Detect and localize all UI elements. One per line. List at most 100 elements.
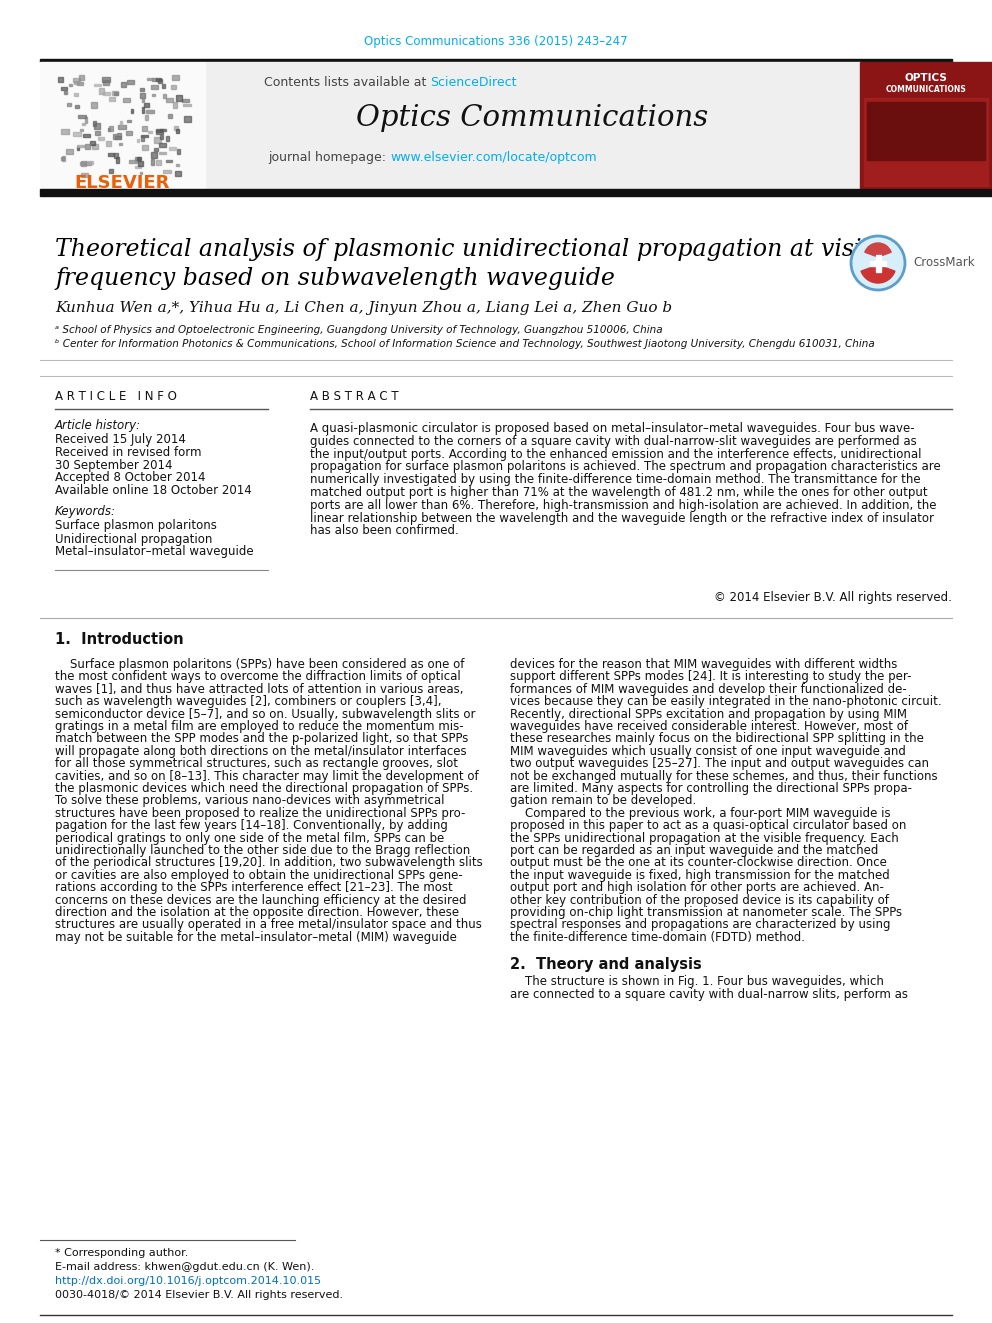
Bar [114, 153, 118, 157]
Text: The structure is shown in Fig. 1. Four bus waveguides, which: The structure is shown in Fig. 1. Four b… [510, 975, 884, 988]
Text: Surface plasmon polaritons (SPPs) have been considered as one of: Surface plasmon polaritons (SPPs) have b… [55, 658, 464, 671]
Text: or cavities are also employed to obtain the unidirectional SPPs gene-: or cavities are also employed to obtain … [55, 869, 462, 882]
Bar [167, 98, 173, 102]
Text: Surface plasmon polaritons: Surface plasmon polaritons [55, 520, 217, 532]
Bar [157, 160, 162, 164]
Bar [173, 75, 180, 81]
Text: spectral responses and propagations are characterized by using: spectral responses and propagations are … [510, 918, 891, 931]
Text: cavities, and so on [8–13]. This character may limit the development of: cavities, and so on [8–13]. This charact… [55, 770, 478, 783]
Text: Received 15 July 2014: Received 15 July 2014 [55, 433, 186, 446]
Text: structures have been proposed to realize the unidirectional SPPs pro-: structures have been proposed to realize… [55, 807, 465, 820]
Bar [864, 98, 988, 187]
Bar [109, 126, 113, 131]
Bar [97, 136, 104, 140]
Bar [40, 62, 205, 191]
Text: Compared to the previous work, a four-port MIM waveguide is: Compared to the previous work, a four-po… [510, 807, 891, 820]
Text: unidirectionally launched to the other side due to the Bragg reflection: unidirectionally launched to the other s… [55, 844, 470, 857]
Bar [81, 160, 86, 165]
Text: Received in revised form: Received in revised form [55, 446, 201, 459]
Text: Kunhua Wen a,*, Yihua Hu a, Li Chen a, Jinyun Zhou a, Liang Lei a, Zhen Guo b: Kunhua Wen a,*, Yihua Hu a, Li Chen a, J… [55, 302, 673, 315]
Text: for all those symmetrical structures, such as rectangle grooves, slot: for all those symmetrical structures, su… [55, 757, 458, 770]
Bar [876, 255, 881, 273]
Text: periodical gratings to only one side of the metal film, SPPs can be: periodical gratings to only one side of … [55, 832, 444, 844]
Text: ports are all lower than 6%. Therefore, high-transmission and high-isolation are: ports are all lower than 6%. Therefore, … [310, 499, 936, 512]
Bar [82, 123, 85, 126]
Bar [74, 81, 78, 85]
Bar [108, 153, 114, 156]
Bar [164, 171, 171, 173]
Bar [870, 261, 886, 266]
Bar [121, 82, 126, 87]
Text: the input/output ports. According to the enhanced emission and the interference : the input/output ports. According to the… [310, 447, 922, 460]
Bar [103, 79, 109, 85]
Bar [148, 131, 152, 134]
Bar [114, 91, 118, 95]
Bar [156, 130, 163, 134]
Bar [137, 157, 141, 160]
Wedge shape [861, 265, 895, 283]
Text: the most confident ways to overcome the diffraction limits of optical: the most confident ways to overcome the … [55, 671, 460, 684]
Bar [113, 134, 116, 139]
Text: Accepted 8 October 2014: Accepted 8 October 2014 [55, 471, 205, 484]
Text: these researches mainly focus on the bidirectional SPP splitting in the: these researches mainly focus on the bid… [510, 733, 924, 745]
Bar [120, 122, 122, 124]
Text: semiconductor device [5–7], and so on. Usually, subwavelength slits or: semiconductor device [5–7], and so on. U… [55, 708, 475, 721]
Bar [112, 91, 118, 95]
Bar [160, 135, 164, 139]
Bar [184, 116, 190, 123]
Bar [145, 115, 149, 120]
Text: the SPPs unidirectional propagation at the visible frequency. Each: the SPPs unidirectional propagation at t… [510, 832, 899, 844]
Text: direction and the isolation at the opposite direction. However, these: direction and the isolation at the oppos… [55, 906, 459, 919]
Bar [78, 75, 83, 79]
Text: ᵃ School of Physics and Optoelectronic Engineering, Guangdong University of Tech: ᵃ School of Physics and Optoelectronic E… [55, 325, 663, 335]
Bar [116, 157, 119, 163]
Bar [160, 130, 167, 131]
Bar [123, 98, 130, 102]
Bar [159, 143, 166, 147]
Bar [77, 82, 82, 86]
Bar [176, 171, 181, 176]
Text: concerns on these devices are the launching efficiency at the desired: concerns on these devices are the launch… [55, 893, 466, 906]
Bar [142, 126, 147, 131]
Text: Keywords:: Keywords: [55, 505, 116, 519]
Bar [74, 105, 79, 108]
Text: vices because they can be easily integrated in the nano-photonic circuit.: vices because they can be easily integra… [510, 695, 941, 708]
Bar [146, 110, 152, 114]
Bar [40, 189, 992, 196]
Text: Optics Communications 336 (2015) 243–247: Optics Communications 336 (2015) 243–247 [364, 36, 628, 49]
Bar [163, 85, 166, 89]
Text: has also been confirmed.: has also been confirmed. [310, 524, 458, 537]
Bar [61, 128, 68, 135]
Text: numerically investigated by using the finite-difference time-domain method. The : numerically investigated by using the fi… [310, 474, 921, 486]
Bar [80, 128, 82, 131]
Bar [126, 131, 132, 135]
Bar [159, 79, 162, 83]
Bar [205, 62, 860, 191]
Bar [157, 130, 162, 132]
Bar [117, 132, 120, 136]
Bar [85, 163, 91, 165]
Bar [163, 94, 167, 98]
Text: rations according to the SPPs interference effect [21–23]. The most: rations according to the SPPs interferen… [55, 881, 452, 894]
Bar [91, 144, 97, 148]
Bar [93, 120, 96, 127]
Text: 2.  Theory and analysis: 2. Theory and analysis [510, 958, 701, 972]
Bar [66, 103, 71, 106]
Bar [142, 135, 148, 138]
Text: A quasi-plasmonic circulator is proposed based on metal–insulator–metal waveguid: A quasi-plasmonic circulator is proposed… [310, 422, 915, 435]
Bar [145, 103, 149, 107]
Bar [166, 160, 172, 163]
Bar [81, 172, 87, 177]
Bar [167, 136, 170, 140]
Text: http://dx.doi.org/10.1016/j.optcom.2014.10.015: http://dx.doi.org/10.1016/j.optcom.2014.… [55, 1275, 321, 1286]
Bar [62, 156, 64, 160]
Text: A R T I C L E   I N F O: A R T I C L E I N F O [55, 389, 177, 402]
Text: guides connected to the corners of a square cavity with dual-narrow-slit wavegui: guides connected to the corners of a squ… [310, 435, 917, 447]
Bar [176, 164, 179, 165]
Text: MIM waveguides which usually consist of one input waveguide and: MIM waveguides which usually consist of … [510, 745, 906, 758]
Bar [140, 93, 145, 98]
Bar [91, 102, 97, 107]
Bar [142, 107, 144, 112]
Bar [107, 128, 110, 131]
Text: Available online 18 October 2014: Available online 18 October 2014 [55, 484, 252, 497]
